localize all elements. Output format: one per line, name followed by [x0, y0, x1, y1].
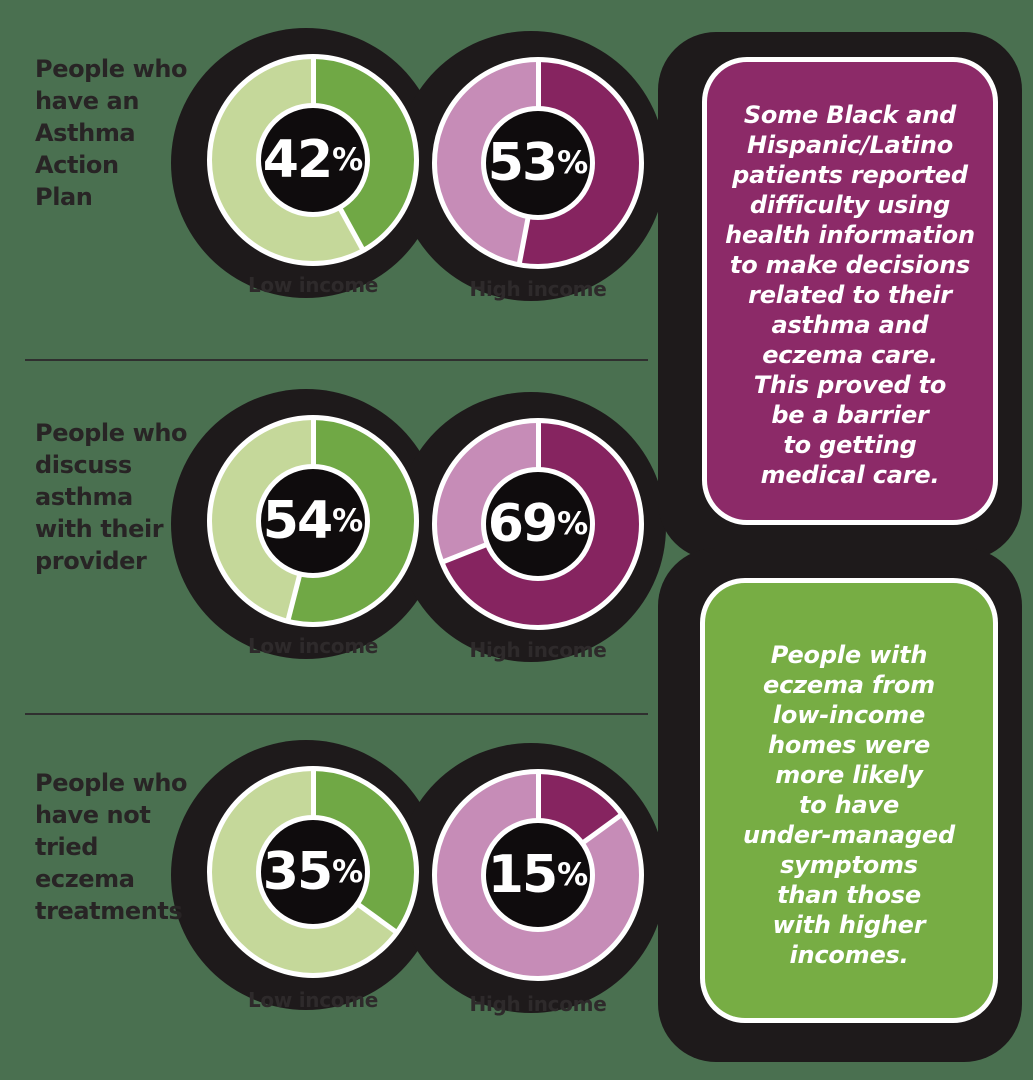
income-label: Low income — [247, 988, 379, 1012]
percent-sign: % — [332, 503, 364, 539]
percent-value: 42 — [262, 130, 333, 190]
callout-panel-purple: Some Black and Hispanic/Latino patients … — [702, 57, 998, 525]
callout-panel-green: People with eczema from low-income homes… — [700, 578, 998, 1023]
donut-chart-high-income: 69 % — [432, 418, 644, 630]
donut-chart-low-income: 35 % — [207, 766, 419, 978]
donut-center-value: 54 % — [256, 464, 370, 578]
row-title: People who have not tried eczema treatme… — [35, 769, 188, 925]
donut-chart-high-income: 15 % — [432, 769, 644, 981]
percent-value: 35 — [262, 842, 333, 902]
callout-text: Some Black and Hispanic/Latino patients … — [725, 101, 975, 489]
donut-center-value: 53 % — [481, 106, 595, 220]
income-label: Low income — [247, 634, 379, 658]
donut-chart-low-income: 42 % — [207, 54, 419, 266]
stat-row-eczema-treatments: People who have not tried eczema treatme… — [0, 712, 1033, 1080]
row-divider — [25, 713, 648, 715]
percent-sign: % — [557, 145, 589, 181]
income-label: Low income — [247, 273, 379, 297]
percent-value: 15 — [487, 845, 558, 905]
percent-value: 53 — [487, 133, 558, 193]
row-divider — [25, 359, 648, 361]
percent-sign: % — [557, 857, 589, 893]
stat-row-asthma-action-plan: People who have an Asthma Action Plan 42… — [0, 0, 1033, 360]
callout-text: People with eczema from low-income homes… — [743, 641, 955, 969]
donut-center-value: 42 % — [256, 103, 370, 217]
percent-value: 54 — [262, 491, 333, 551]
row-title: People who discuss asthma with their pro… — [35, 419, 188, 575]
percent-value: 69 — [487, 494, 558, 554]
donut-chart-low-income: 54 % — [207, 415, 419, 627]
donut-center-value: 35 % — [256, 815, 370, 929]
row-title: People who have an Asthma Action Plan — [35, 55, 188, 211]
percent-sign: % — [332, 142, 364, 178]
income-label: High income — [469, 992, 607, 1016]
percent-sign: % — [332, 854, 364, 890]
percent-sign: % — [557, 506, 589, 542]
donut-center-value: 69 % — [481, 467, 595, 581]
income-label: High income — [469, 638, 607, 662]
stat-row-discuss-asthma: People who discuss asthma with their pro… — [0, 361, 1033, 714]
income-label: High income — [469, 277, 607, 301]
donut-chart-high-income: 53 % — [432, 57, 644, 269]
donut-center-value: 15 % — [481, 818, 595, 932]
